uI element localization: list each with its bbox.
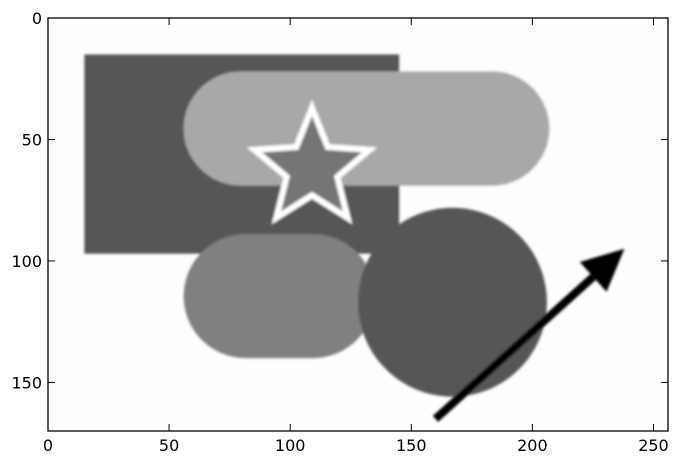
x-tick-label: 100 <box>275 436 306 455</box>
image-star <box>246 99 378 225</box>
y-tick-label: 150 <box>11 373 42 392</box>
y-tick-label: 50 <box>22 130 42 149</box>
x-axis: 0 50 100 150 200 250 <box>43 18 669 455</box>
image-rounded-rectangle <box>183 71 550 186</box>
y-tick-label: 0 <box>32 9 42 28</box>
y-tick-label: 100 <box>11 252 42 271</box>
x-tick-label: 250 <box>638 436 669 455</box>
plot-frame <box>47 17 669 432</box>
image-circle <box>358 207 547 397</box>
image-arrow-head <box>579 248 625 292</box>
image-rounded-rectangle <box>183 234 375 359</box>
x-tick-label: 0 <box>43 436 53 455</box>
y-axis: 0 50 100 150 <box>11 9 668 392</box>
image-arrow-shaft <box>432 273 596 422</box>
x-tick-label: 150 <box>396 436 427 455</box>
x-tick-label: 200 <box>517 436 548 455</box>
x-tick-label: 50 <box>159 436 179 455</box>
image-content <box>84 54 625 422</box>
